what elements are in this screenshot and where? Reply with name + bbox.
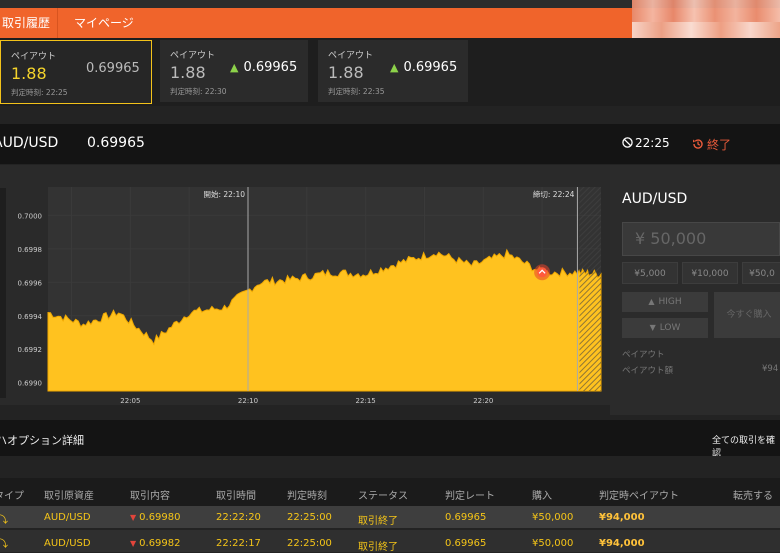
top-strip — [0, 0, 780, 8]
y-tick-label: 0.6994 — [18, 313, 43, 321]
tab-trade-history[interactable]: 取引履歴 — [0, 8, 58, 38]
table-row[interactable]: ⤵ AUD/USD ▼ 0.69982 22:22:17 22:25:00 取引終… — [0, 530, 780, 553]
x-tick-label: 22:15 — [356, 397, 376, 405]
x-tick-label: 22:10 — [238, 397, 258, 405]
table-header — [0, 478, 780, 506]
close-label: 締切: 22:24 — [533, 189, 575, 199]
tab-trade-history-label: 取引履歴 — [2, 16, 51, 30]
payout-value: 1.88 — [328, 63, 364, 82]
judge-time: 判定時刻: 22:35 — [328, 87, 385, 96]
row-status: 取引終了 — [358, 542, 398, 553]
end-button[interactable]: 終了 — [692, 136, 731, 153]
amount-50000-button[interactable]: ¥50,0 — [742, 262, 780, 284]
payout-rate: ▲ 0.69965 — [390, 60, 458, 75]
amount-10000-button[interactable]: ¥10,000 — [682, 262, 738, 284]
y-tick-label: 0.6996 — [18, 279, 43, 287]
post-close-hatch — [579, 187, 601, 391]
high-button[interactable]: ▲ HIGH — [622, 292, 708, 312]
payout-rate: 0.69965 — [86, 61, 140, 76]
payout-label: ペイアウト — [11, 52, 57, 62]
col-status: ステータス — [358, 491, 408, 502]
payout-card[interactable]: ペイアウト 1.88 0.69965 判定時刻: 22:25 — [0, 40, 152, 104]
row-trade-time: 22:22:17 — [216, 538, 261, 549]
payout-label: ペイアウト — [328, 51, 374, 61]
row-judge-rate: 0.69965 — [445, 538, 487, 549]
payout-amount-label: ペイアウト額 — [622, 366, 674, 376]
low-button[interactable]: ▼ LOW — [622, 318, 708, 338]
view-all-trades-link[interactable]: 全ての取引を確認 — [712, 436, 776, 459]
spacer — [0, 456, 780, 478]
col-resell: 転売する — [733, 491, 773, 502]
col-purchase: 購入 — [532, 491, 552, 502]
x-tick-label: 22:05 — [120, 397, 140, 405]
x-tick-label: 22:20 — [473, 397, 493, 405]
row-judge-time: 22:25:00 — [287, 538, 332, 549]
tab-my-page[interactable]: マイページ — [74, 8, 134, 38]
col-trade-time: 取引時間 — [216, 491, 256, 502]
payout-label: ペイアウト — [170, 51, 216, 61]
row-trade-time: 22:22:20 — [216, 512, 261, 523]
buy-now-button[interactable]: 今すぐ購入 — [714, 292, 780, 338]
col-judge-rate: 判定レート — [445, 491, 495, 502]
type-icon: ⤵ — [0, 515, 8, 526]
current-point-arrow-icon — [538, 269, 546, 274]
row-payout: ¥94,000 — [599, 538, 645, 549]
y-tick-label: 0.6998 — [18, 246, 43, 254]
amount-input[interactable]: ¥ 50,000 — [622, 222, 780, 256]
payout-card[interactable]: ペイアウト 1.88 ▲ 0.69965 判定時刻: 22:35 — [318, 40, 468, 102]
asset-header — [0, 124, 780, 164]
current-point — [537, 267, 548, 278]
row-purchase: ¥50,000 — [532, 538, 574, 549]
up-arrow-icon: ▲ — [648, 297, 655, 306]
price-area — [47, 248, 602, 392]
col-payout: 判定時ペイアウト — [599, 491, 679, 502]
payout-label: ペイアウト — [622, 350, 665, 360]
order-panel — [610, 165, 780, 415]
row-asset: AUD/USD — [44, 538, 91, 549]
option-detail-title: ハオプション詳細 — [0, 434, 84, 447]
row-judge-time: 22:25:00 — [287, 512, 332, 523]
row-payout: ¥94,000 — [599, 512, 645, 523]
order-asset: AUD/USD — [622, 191, 688, 207]
down-arrow-icon: ▼ — [649, 323, 656, 332]
asset-rate: 0.69965 — [87, 135, 145, 151]
chart-left-panel — [0, 188, 6, 398]
payout-card[interactable]: ペイアウト 1.88 ▲ 0.69965 判定時刻: 22:30 — [160, 40, 308, 102]
y-tick-label: 0.6990 — [18, 380, 43, 388]
down-arrow-icon: ▼ — [130, 513, 137, 522]
no-entry-icon — [622, 137, 633, 148]
col-content: 取引内容 — [130, 491, 170, 502]
price-chart: 0.7000 0.6998 0.6996 0.6994 0.6992 0.6990 22:0… — [18, 187, 602, 405]
up-arrow-icon: ▲ — [390, 61, 399, 74]
col-type: タイプ — [0, 491, 24, 502]
row-asset: AUD/USD — [44, 512, 91, 523]
payout-value: 1.88 — [11, 64, 47, 83]
type-icon: ⤵ — [0, 539, 8, 550]
y-tick-label: 0.6992 — [18, 346, 43, 354]
up-arrow-icon: ▲ — [230, 61, 239, 74]
start-label: 開始: 22:10 — [203, 189, 245, 199]
col-asset: 取引原資産 — [44, 491, 94, 502]
history-icon — [693, 139, 703, 149]
row-content: ▼ 0.69982 — [130, 538, 181, 549]
row-content: ▼ 0.69980 — [130, 512, 181, 523]
asset-name: AUD/USD — [0, 135, 59, 151]
down-arrow-icon: ▼ — [130, 539, 137, 548]
amount-5000-button[interactable]: ¥5,000 — [622, 262, 678, 284]
col-judge-time: 判定時刻 — [287, 491, 327, 502]
judge-time: 判定時刻: 22:25 — [11, 88, 68, 97]
y-tick-label: 0.7000 — [18, 212, 43, 220]
payout-amount-value: ¥94 — [762, 364, 779, 374]
timer: 22:25 — [622, 136, 670, 150]
row-purchase: ¥50,000 — [532, 512, 574, 523]
row-judge-rate: 0.69965 — [445, 512, 487, 523]
payout-rate: ▲ 0.69965 — [230, 60, 298, 75]
row-status: 取引終了 — [358, 516, 398, 527]
judge-time: 判定時刻: 22:30 — [170, 87, 227, 96]
option-detail-bar — [0, 420, 780, 456]
tab-my-page-label: マイページ — [74, 16, 134, 30]
table-row[interactable]: ⤵ AUD/USD ▼ 0.69980 22:22:20 22:25:00 取引終… — [0, 506, 780, 528]
payout-value: 1.88 — [170, 63, 206, 82]
